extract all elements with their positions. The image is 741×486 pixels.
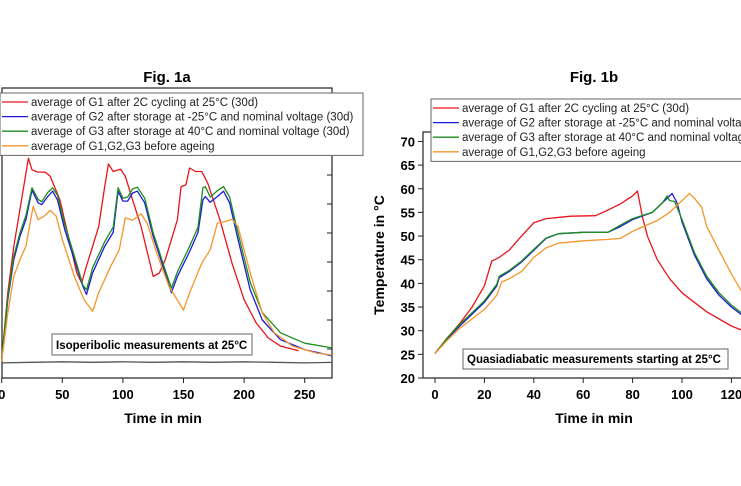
x-tick-label: 60 <box>576 387 590 402</box>
svg-text:Quasiadiabatic measurements st: Quasiadiabatic measurements starting at … <box>467 354 721 366</box>
x-tick-label: 20 <box>477 387 491 402</box>
plot-area <box>1 157 332 364</box>
x-tick-label: 0 <box>431 387 438 402</box>
x-tick-label: 80 <box>625 387 639 402</box>
x-tick-label: 40 <box>527 387 541 402</box>
chart-fig-1b: Fig. 1b Time in min Temperature in °C 0 2… <box>371 69 741 426</box>
legend-entry: average of G3 after storage at 40°C and … <box>462 132 741 144</box>
series-line-1 <box>1 157 299 360</box>
x-axis-label: Time in min <box>555 410 633 426</box>
series-line-4 <box>1 205 332 362</box>
y-tick-label: 60 <box>401 182 415 197</box>
x-tick-label: 100 <box>112 387 134 402</box>
annotation-text: Quasiadiabatic measurements starting at … <box>467 354 709 366</box>
y-tick-label: 55 <box>401 205 415 220</box>
series-line-4 <box>434 192 741 354</box>
y-tick-label: 50 <box>401 229 415 244</box>
legend: average of G1 after 2C cycling at 25°C (… <box>430 98 741 162</box>
series-line-2 <box>434 192 741 354</box>
x-tick-label: 150 <box>173 387 195 402</box>
plot-area <box>434 190 741 354</box>
chart-fig-1a: Fig. 1a Time in min 0 50 100 150 200 250 Isop… <box>0 69 364 426</box>
x-tick-label: 50 <box>55 387 69 402</box>
legend-entry: average of G1 after 2C cycling at 25°C (… <box>31 97 258 109</box>
annotation-text: Isoperibolic measurements at 25 <box>56 340 235 352</box>
series-line-3 <box>434 195 741 354</box>
y-tick-label: 25 <box>401 347 415 362</box>
x-tick-label: 100 <box>671 387 693 402</box>
annotation-box: Quasiadiabatic measurements starting at … <box>462 348 729 370</box>
y-tick-label: 30 <box>401 324 415 339</box>
y-tick-label: 70 <box>401 134 415 149</box>
y-tick-label: 40 <box>401 276 415 291</box>
series-line-3 <box>1 185 332 360</box>
series-line-1 <box>434 190 741 354</box>
annotation-unit: °C <box>708 354 721 366</box>
legend-box <box>430 98 741 162</box>
legend-entry: average of G2 after storage at -25°C and… <box>462 118 741 130</box>
y-tick-label: 20 <box>401 371 415 386</box>
annotation-unit: °C <box>234 340 247 352</box>
x-tick-label: 250 <box>294 387 316 402</box>
legend-box <box>0 92 364 156</box>
y-tick-label: 35 <box>401 300 415 315</box>
y-tick-label: 65 <box>401 158 415 173</box>
legend-entry: average of G1,G2,G3 before ageing <box>31 141 214 153</box>
legend-entry: average of G3 after storage at 40°C and … <box>31 126 350 138</box>
legend-entry: average of G2 after storage at -25°C and… <box>31 112 353 124</box>
annotation-box: Isoperibolic measurements at 25°C <box>51 333 253 356</box>
legend-entry: average of G1,G2,G3 before ageing <box>462 147 645 159</box>
y-tick-label: 45 <box>401 253 415 268</box>
chart-title: Fig. 1a <box>143 69 191 86</box>
series-line-5 <box>1 361 332 364</box>
x-axis-label: Time in min <box>124 410 202 426</box>
legend-entry: average of G1 after 2C cycling at 25°C (… <box>462 103 689 115</box>
plot-frame <box>422 131 741 379</box>
x-tick-label: 0 <box>0 387 5 402</box>
legend: average of G1 after 2C cycling at 25°C (… <box>0 92 364 156</box>
x-tick-label: 200 <box>233 387 255 402</box>
svg-text:Isoperibolic measurements at 2: Isoperibolic measurements at 25°C <box>56 340 247 352</box>
axes: 0 50 100 150 200 250 <box>0 87 333 402</box>
y-axis-label: Temperature in °C <box>371 195 387 315</box>
chart-title: Fig. 1b <box>570 69 618 86</box>
series-line-2 <box>1 189 332 360</box>
x-tick-label: 120 <box>721 387 741 402</box>
